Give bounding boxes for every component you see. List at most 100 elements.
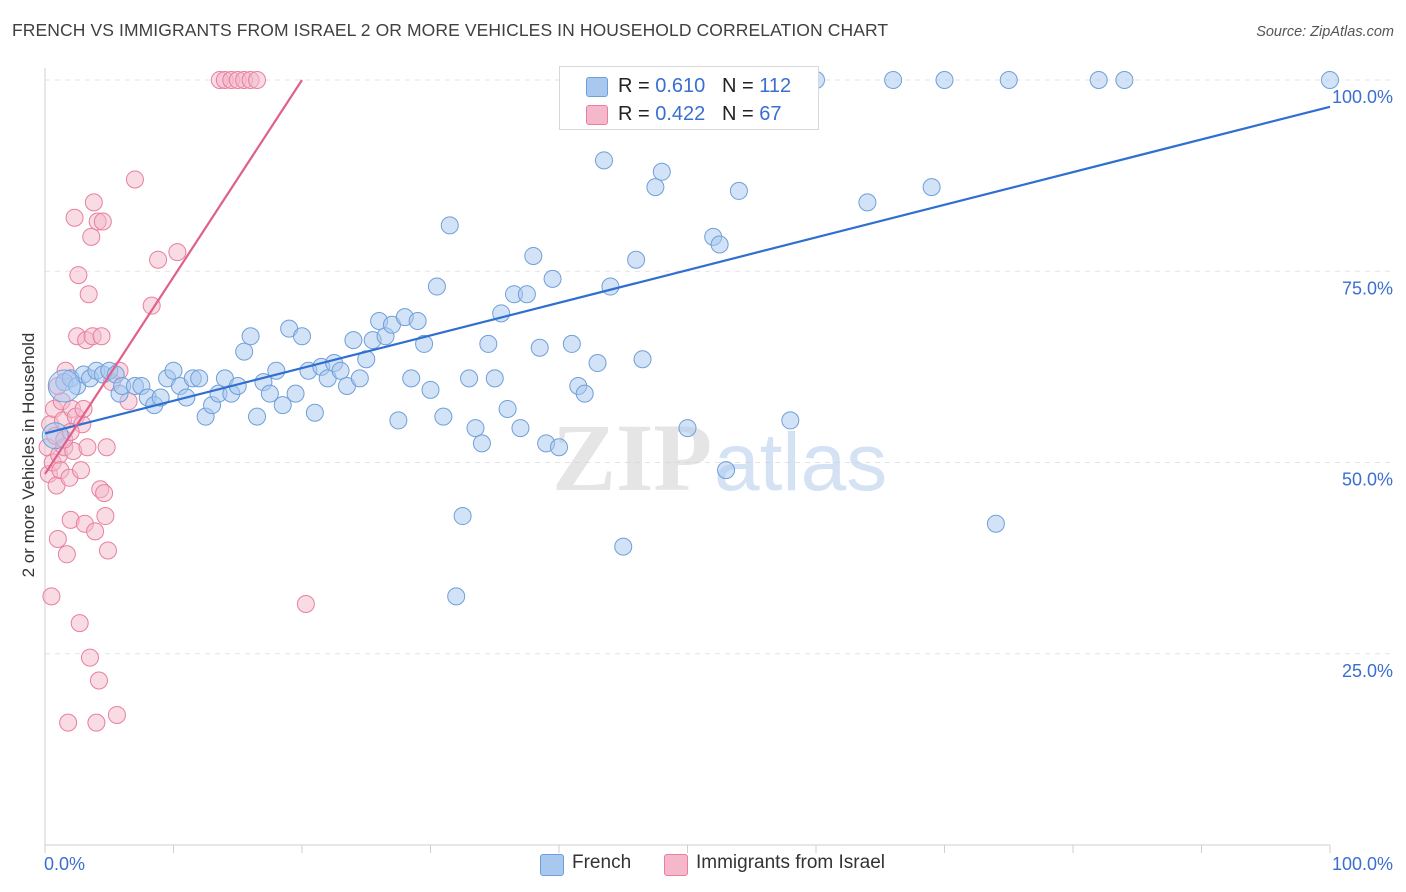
french-point bbox=[588, 354, 607, 373]
french-trend-line bbox=[44, 105, 1331, 435]
french-point bbox=[389, 411, 408, 430]
french-point bbox=[530, 338, 549, 357]
french-point bbox=[729, 181, 748, 200]
french-point bbox=[453, 507, 472, 526]
french-point bbox=[594, 151, 613, 170]
french-point bbox=[575, 384, 594, 403]
legend-r-value-israel: 0.422 bbox=[655, 103, 706, 125]
bottom-legend-swatch-israel bbox=[664, 854, 688, 876]
israel-point bbox=[48, 530, 67, 548]
french-point bbox=[235, 342, 254, 361]
israel-point bbox=[92, 327, 111, 346]
french-point bbox=[633, 350, 652, 369]
french-point bbox=[479, 334, 498, 353]
french-point bbox=[331, 361, 350, 380]
bottom-legend-label-french: French bbox=[572, 852, 632, 873]
french-point bbox=[543, 269, 562, 288]
bottom-legend-label-israel: Immigrants from Israel bbox=[696, 852, 885, 873]
french-point bbox=[550, 438, 568, 457]
french-point bbox=[466, 419, 485, 438]
french-point bbox=[260, 384, 279, 403]
french-point bbox=[447, 587, 466, 606]
french-point bbox=[524, 246, 543, 265]
french-point bbox=[402, 369, 421, 388]
french-point bbox=[421, 380, 440, 399]
french-point bbox=[164, 361, 183, 380]
israel-point bbox=[87, 713, 106, 732]
french-point bbox=[1115, 71, 1134, 89]
french-point bbox=[151, 388, 170, 407]
french-point bbox=[678, 419, 697, 438]
chart-title: FRENCH VS IMMIGRANTS FROM ISRAEL 2 OR MO… bbox=[12, 20, 889, 40]
israel-trend-line bbox=[44, 79, 303, 475]
israel-point bbox=[82, 227, 101, 246]
bottom-legend-swatch-french bbox=[540, 854, 564, 876]
french-point bbox=[415, 334, 434, 353]
french-point bbox=[1321, 71, 1339, 89]
french-point bbox=[305, 403, 324, 422]
french-point bbox=[344, 331, 363, 350]
israel-point bbox=[89, 671, 108, 690]
french-point bbox=[781, 411, 800, 430]
y-axis-label: 2 or more Vehicles in Household bbox=[19, 333, 38, 578]
israel-point bbox=[296, 595, 315, 614]
french-point bbox=[517, 285, 536, 304]
israel-point bbox=[93, 212, 112, 231]
y-tick-label: 25.0% bbox=[1342, 661, 1393, 681]
french-point bbox=[858, 193, 877, 212]
legend-swatch-israel bbox=[586, 105, 608, 125]
french-point bbox=[273, 396, 292, 415]
israel-point bbox=[70, 614, 89, 633]
french-point bbox=[710, 235, 729, 254]
israel-point bbox=[42, 587, 61, 606]
israel-point bbox=[149, 250, 168, 269]
french-point bbox=[472, 434, 491, 453]
french-point bbox=[293, 327, 311, 346]
french-point bbox=[717, 461, 736, 480]
french-point bbox=[986, 514, 1005, 533]
french-point bbox=[248, 407, 267, 426]
french-point bbox=[511, 419, 530, 438]
french-point bbox=[440, 216, 459, 235]
french-point bbox=[434, 407, 453, 426]
israel-point bbox=[65, 208, 84, 227]
french-point bbox=[922, 178, 941, 197]
legend-r-label: R = bbox=[618, 75, 656, 97]
y-tick-label: 50.0% bbox=[1342, 470, 1393, 490]
legend-n-label: N = bbox=[721, 103, 760, 125]
french-point bbox=[460, 369, 479, 388]
chart-source: Source: ZipAtlas.com bbox=[1256, 24, 1394, 40]
israel-point bbox=[79, 285, 98, 304]
israel-point bbox=[74, 399, 93, 418]
legend-r-label: R = bbox=[618, 103, 656, 125]
israel-point bbox=[57, 545, 76, 564]
french-point bbox=[627, 250, 646, 269]
israel-point bbox=[142, 296, 161, 315]
french-point bbox=[427, 277, 446, 296]
israel-point bbox=[107, 705, 126, 724]
french-point bbox=[999, 71, 1018, 89]
israel-point bbox=[71, 461, 90, 480]
french-point bbox=[286, 384, 305, 403]
israel-point bbox=[59, 713, 78, 732]
israel-point bbox=[98, 541, 117, 560]
french-point bbox=[190, 369, 209, 388]
legend-n-value-french: 112 bbox=[759, 75, 792, 97]
french-point bbox=[652, 162, 671, 181]
israel-point bbox=[80, 648, 99, 667]
israel-point bbox=[97, 438, 116, 457]
french-point bbox=[350, 369, 369, 388]
israel-point bbox=[125, 170, 144, 189]
israel-point bbox=[84, 193, 103, 212]
french-point bbox=[498, 399, 517, 418]
israel-point bbox=[96, 507, 115, 526]
french-point bbox=[562, 334, 581, 353]
x-tick-label: 0.0% bbox=[44, 854, 85, 874]
french-point bbox=[241, 327, 260, 346]
israel-point bbox=[168, 243, 187, 262]
french-point bbox=[601, 277, 620, 296]
french-point bbox=[47, 369, 81, 403]
israel-point bbox=[248, 71, 267, 89]
y-tick-label: 75.0% bbox=[1342, 278, 1393, 298]
